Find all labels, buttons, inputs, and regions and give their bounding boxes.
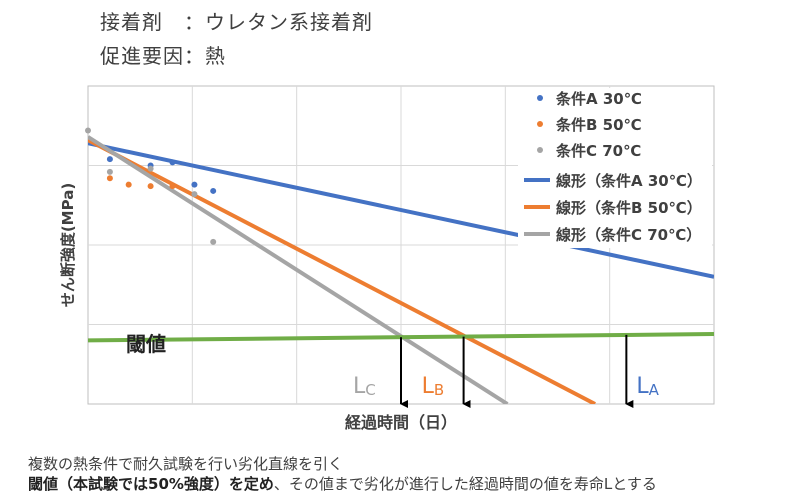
legend: 条件A 30℃ 条件B 50℃ 条件C 70℃ 線形（条件A 30℃） 線形（条件B 5… [518,88,712,248]
legend-entry-a: 条件A 30℃ [555,90,642,108]
legend-entry-trend-c: 線形（条件C 70℃） [556,226,701,244]
data-point-b [106,175,113,182]
caption-threshold-emphasis: 閾値（本試験では50%強度）を定め [28,475,274,493]
y-axis-label: せん断強度(MPa) [59,183,77,307]
data-point-a [191,181,198,188]
legend-entry-c: 条件C 70℃ [555,142,641,160]
data-point-a [169,159,176,166]
data-point-b [169,183,176,190]
data-point-c [106,168,113,175]
data-point-c [191,191,198,198]
data-point-c [147,165,154,172]
data-points [85,127,217,245]
legend-background [518,88,712,248]
legend-swatch-point [537,121,543,127]
trendline-c [88,135,509,404]
legend-entry-trend-b: 線形（条件B 50℃） [556,199,702,217]
data-point-b [125,181,132,188]
legend-swatch-point [537,95,543,101]
data-point-a [210,187,217,194]
legend-swatch-point [537,147,543,153]
legend-entry-b: 条件B 50℃ [555,116,642,134]
life-markers: LA LB LC [353,334,660,408]
trendline-a [88,141,714,279]
data-point-a [106,156,113,163]
x-axis-label: 経過時間（日） [345,413,457,432]
data-point-c [85,127,91,134]
data-point-c [210,238,217,245]
caption-line-2: 閾値（本試験では50%強度）を定め、その値まで劣化が進行した経過時間の値を寿命L… [28,473,657,494]
legend-entry-trend-a: 線形（条件A 30℃） [556,172,702,190]
caption-line-1: 複数の熱条件で耐久試験を行い劣化直線を引く [28,455,344,473]
chart: 閾値 LA LB LC 条件A 30℃ 条件B 50℃ 条件C 70℃ 線形（条件A 30… [59,85,715,432]
caption-definition: 、その値まで劣化が進行した経過時間の値を寿命Lとする [273,475,657,493]
threshold-label: 閾値 [126,332,166,356]
header-factor: 促進要因：熱 [100,44,226,68]
life-marker-b: LB [422,374,445,399]
life-marker-c: LC [353,374,376,399]
data-point-b [147,183,154,190]
life-marker-a: LA [636,374,659,399]
header-adhesive: 接着剤 ：ウレタン系接着剤 [100,10,373,34]
